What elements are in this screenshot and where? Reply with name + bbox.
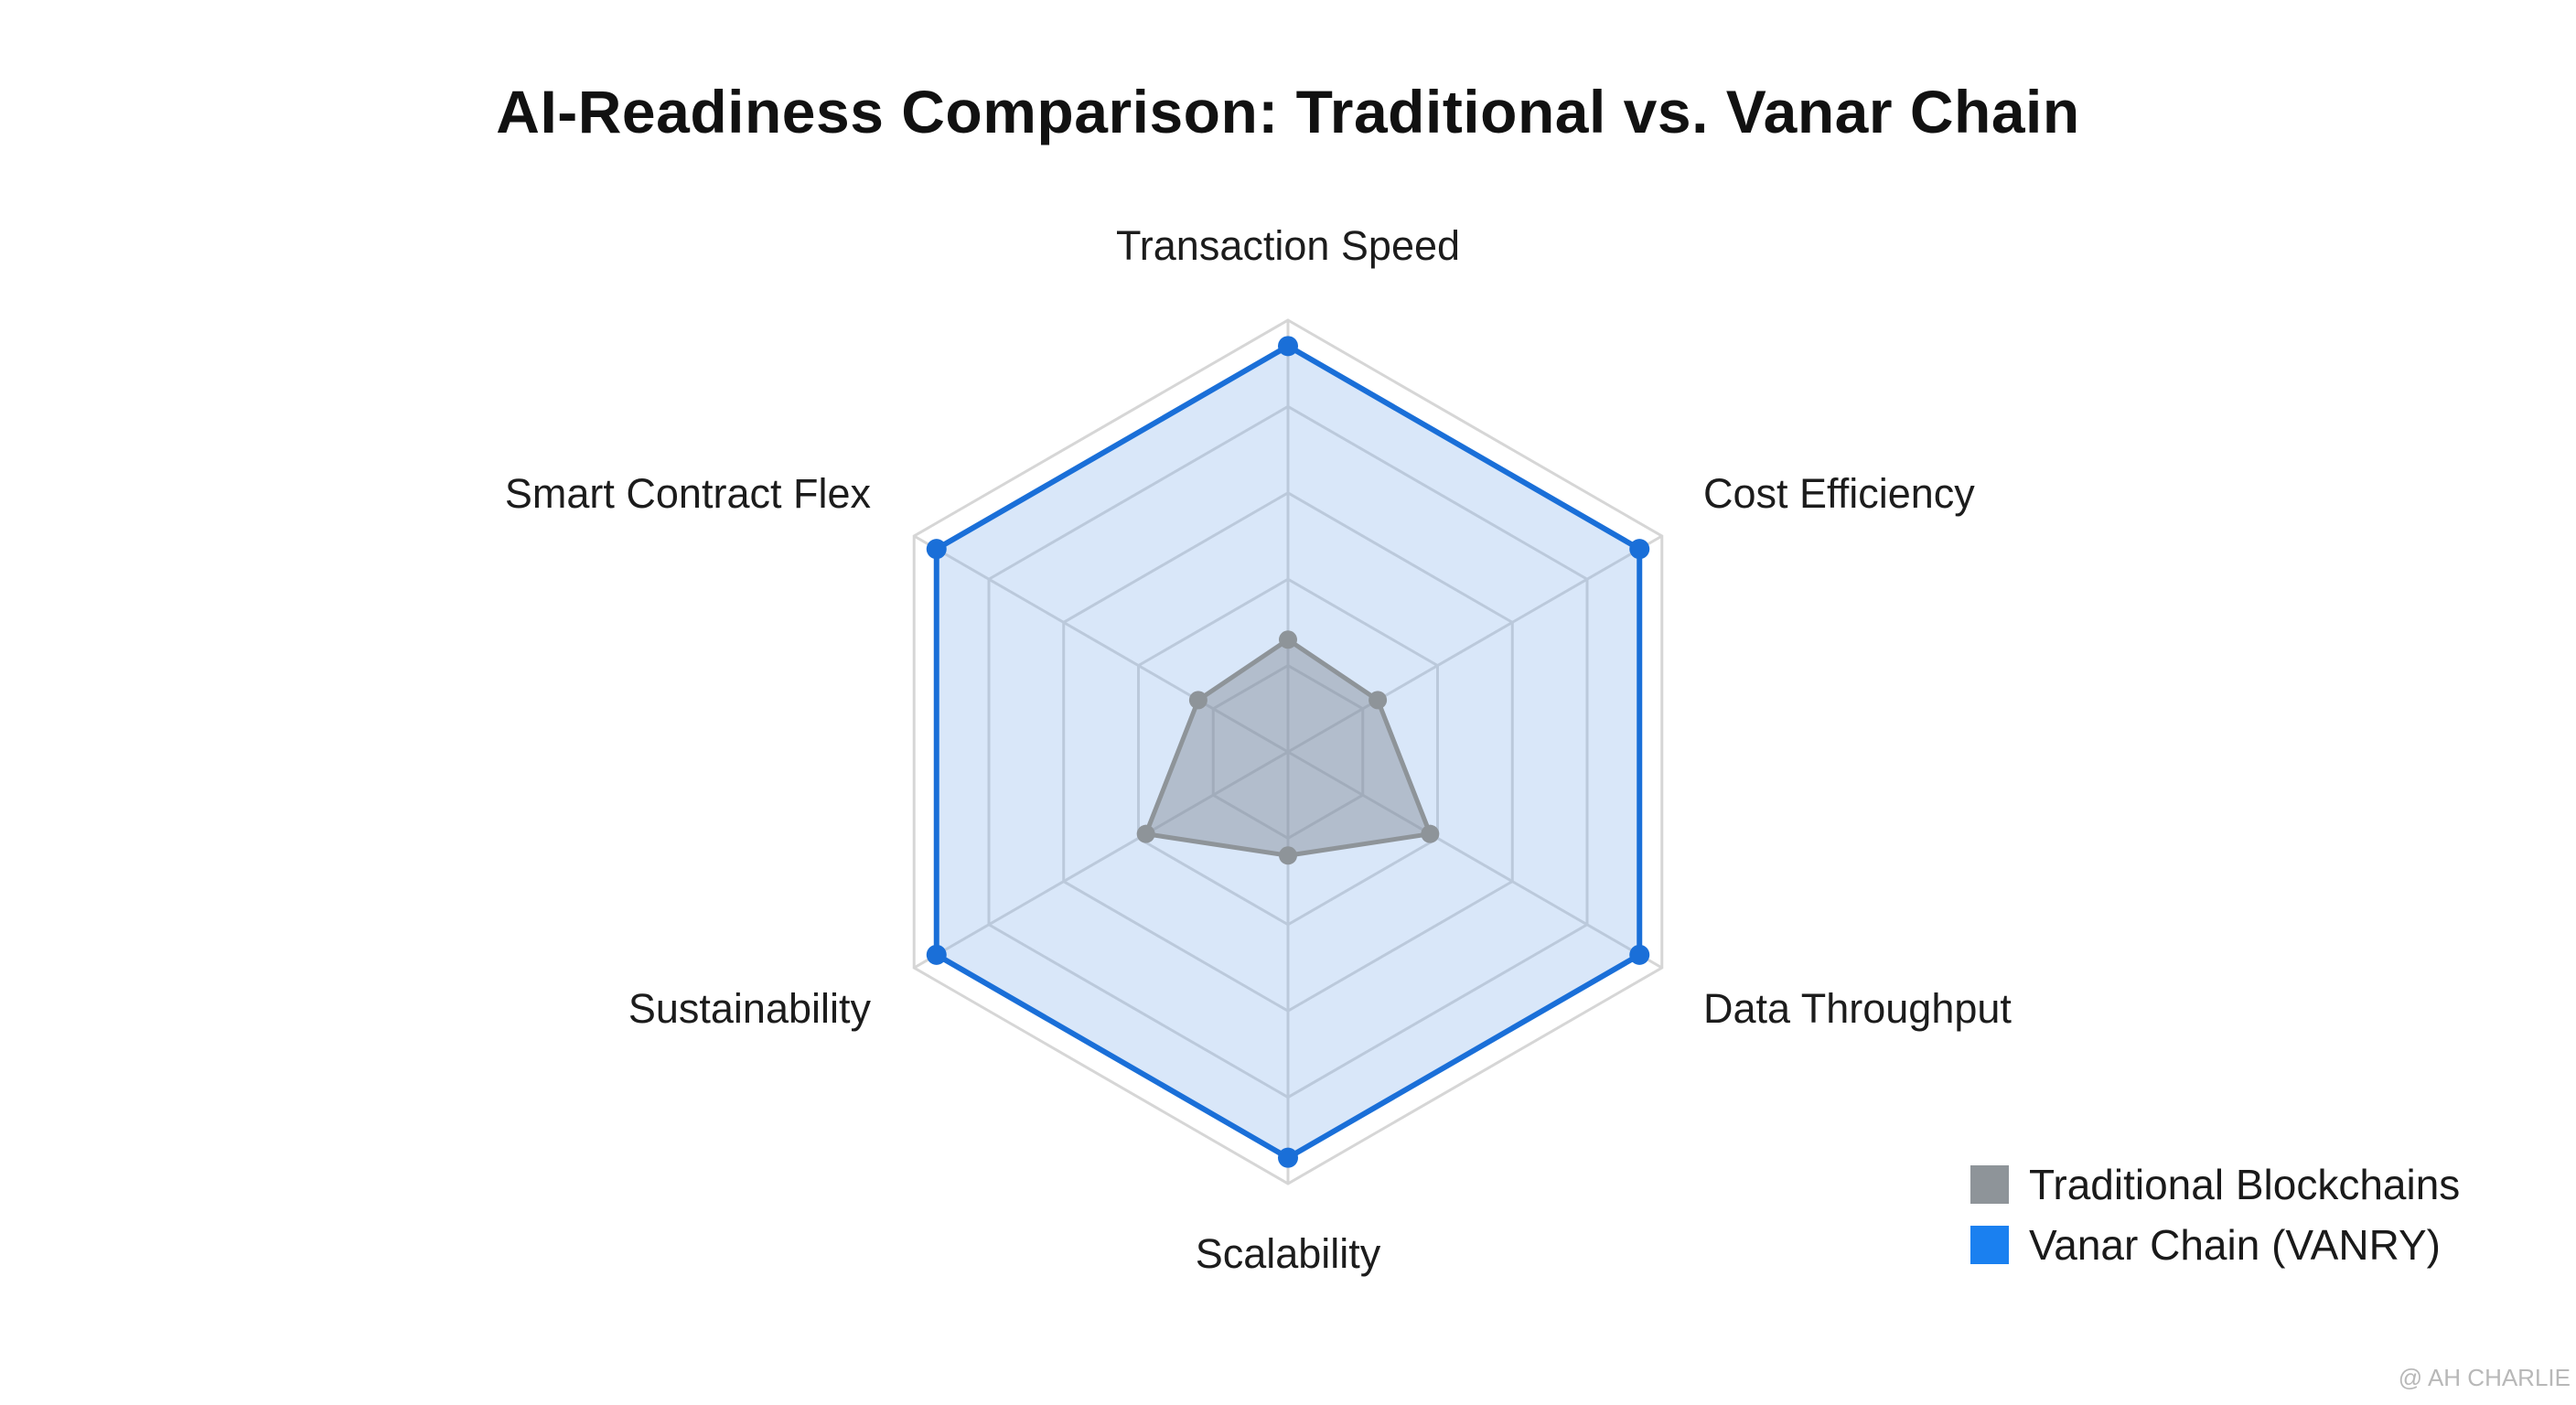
axis-label-transaction-speed: Transaction Speed [1116, 222, 1460, 269]
legend-swatch-traditional [1970, 1165, 2009, 1204]
watermark: @ AH CHARLIE [2398, 1364, 2571, 1391]
point-traditional-4 [1279, 846, 1297, 865]
grid-spoke-6 [913, 534, 1289, 754]
grid-spoke-5 [913, 750, 1289, 970]
grid-spoke-3 [1287, 750, 1663, 970]
legend-label-traditional: Traditional Blockchains [2029, 1161, 2461, 1208]
axis-label-scalability: Scalability [1196, 1230, 1381, 1277]
chart-title: AI-Readiness Comparison: Traditional vs.… [496, 78, 2080, 145]
point-vanar-1 [1278, 336, 1298, 357]
radar-series [926, 336, 1650, 1168]
point-traditional-5 [1136, 824, 1155, 843]
radar-grid [912, 318, 1664, 1185]
point-vanar-3 [1629, 944, 1650, 965]
axis-label-cost-efficiency: Cost Efficiency [1703, 470, 1975, 517]
legend-item-vanar: Vanar Chain (VANRY) [1970, 1215, 2460, 1275]
legend-swatch-vanar [1970, 1226, 2009, 1264]
axis-label-smart-contract-flex: Smart Contract Flex [505, 470, 872, 517]
legend-item-traditional: Traditional Blockchains [1970, 1154, 2460, 1215]
point-traditional-2 [1368, 691, 1388, 710]
axis-label-data-throughput: Data Throughput [1703, 985, 2012, 1032]
grid-spoke-2 [1287, 534, 1663, 754]
legend-label-vanar: Vanar Chain (VANRY) [2029, 1221, 2441, 1269]
point-traditional-3 [1421, 824, 1440, 843]
point-vanar-4 [1278, 1147, 1298, 1168]
point-traditional-1 [1279, 630, 1297, 649]
point-vanar-5 [926, 944, 947, 965]
axis-label-sustainability: Sustainability [628, 985, 872, 1032]
point-vanar-6 [926, 539, 947, 560]
point-vanar-2 [1629, 539, 1650, 560]
axis-labels: Transaction Speed Cost Efficiency Data Thr… [505, 222, 2012, 1277]
point-traditional-6 [1188, 691, 1208, 710]
legend: Traditional Blockchains Vanar Chain (VAN… [1970, 1154, 2460, 1275]
